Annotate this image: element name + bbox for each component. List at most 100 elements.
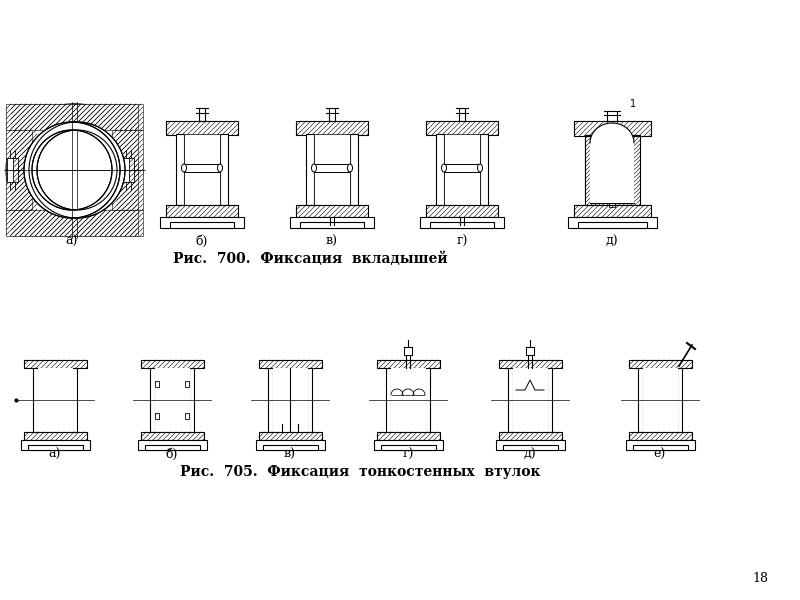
Text: 1: 1 — [630, 99, 636, 109]
Polygon shape — [259, 360, 322, 368]
Text: в): в) — [284, 448, 296, 461]
Bar — [513, 368, 548, 432]
Text: 18: 18 — [752, 572, 768, 585]
Bar — [404, 347, 412, 355]
Bar — [185, 381, 189, 387]
Text: е): е) — [654, 448, 666, 461]
Bar — [263, 445, 318, 450]
Bar — [508, 368, 513, 432]
Circle shape — [11, 104, 143, 236]
Polygon shape — [141, 360, 204, 368]
Text: б): б) — [166, 448, 178, 461]
Bar — [377, 360, 440, 368]
Text: в): в) — [326, 235, 338, 248]
Polygon shape — [11, 104, 143, 130]
Bar — [307, 368, 312, 432]
Polygon shape — [574, 205, 651, 217]
Bar — [24, 360, 87, 368]
Bar — [499, 432, 562, 440]
Bar — [633, 445, 688, 450]
Bar — [578, 222, 647, 228]
Bar — [499, 360, 562, 368]
Text: г): г) — [402, 448, 414, 461]
Polygon shape — [112, 130, 138, 210]
Polygon shape — [377, 360, 440, 368]
Bar — [28, 445, 83, 450]
Bar — [145, 445, 200, 450]
Bar — [170, 222, 234, 228]
Polygon shape — [6, 130, 32, 210]
Bar — [296, 205, 368, 217]
Polygon shape — [499, 360, 562, 368]
Bar — [185, 413, 189, 419]
Polygon shape — [141, 432, 204, 440]
Bar — [436, 134, 444, 205]
Polygon shape — [11, 130, 37, 210]
Bar — [496, 440, 565, 450]
Ellipse shape — [182, 164, 186, 172]
Bar — [526, 347, 534, 355]
Bar — [480, 134, 488, 205]
Bar — [585, 135, 640, 205]
Circle shape — [6, 104, 138, 236]
Bar — [273, 368, 308, 432]
Bar — [259, 432, 322, 440]
Ellipse shape — [478, 164, 482, 172]
Bar — [547, 368, 552, 432]
Bar — [503, 445, 558, 450]
Bar — [374, 440, 443, 450]
Bar — [386, 368, 391, 432]
Polygon shape — [6, 210, 138, 236]
Bar — [123, 158, 129, 182]
Bar — [72, 368, 77, 432]
Ellipse shape — [218, 164, 222, 172]
Bar — [141, 432, 204, 440]
Bar — [609, 203, 615, 207]
Bar — [381, 445, 436, 450]
Bar — [220, 134, 228, 205]
Polygon shape — [574, 121, 651, 136]
Bar — [155, 381, 159, 387]
Bar — [677, 368, 682, 432]
Polygon shape — [499, 432, 562, 440]
Polygon shape — [24, 432, 87, 440]
Polygon shape — [426, 205, 498, 217]
Polygon shape — [259, 432, 322, 440]
Bar — [426, 205, 498, 217]
Bar — [155, 413, 159, 419]
Bar — [290, 217, 374, 228]
Bar — [256, 440, 325, 450]
Polygon shape — [585, 135, 640, 205]
Polygon shape — [296, 121, 368, 135]
Bar — [166, 121, 238, 135]
Polygon shape — [629, 360, 692, 368]
Bar — [444, 164, 480, 172]
Bar — [259, 360, 322, 368]
Polygon shape — [166, 121, 238, 135]
Polygon shape — [11, 210, 143, 236]
Bar — [141, 360, 204, 368]
Bar — [426, 121, 498, 135]
Bar — [629, 432, 692, 440]
Bar — [458, 217, 466, 221]
Polygon shape — [166, 205, 238, 217]
Bar — [314, 134, 350, 205]
Bar — [166, 205, 238, 217]
Bar — [138, 440, 207, 450]
Bar — [176, 134, 184, 205]
Text: Рис.  705.  Фиксация  тонкостенных  втулок: Рис. 705. Фиксация тонкостенных втулок — [180, 465, 540, 479]
Bar — [7, 158, 13, 182]
Text: а): а) — [66, 235, 78, 248]
Bar — [328, 217, 336, 221]
Text: д): д) — [524, 448, 536, 461]
Polygon shape — [629, 432, 692, 440]
Bar — [391, 368, 426, 432]
Bar — [155, 368, 190, 432]
Bar — [24, 432, 87, 440]
Bar — [128, 158, 134, 182]
Polygon shape — [6, 104, 138, 130]
Bar — [160, 217, 244, 228]
Polygon shape — [377, 432, 440, 440]
Text: г): г) — [456, 235, 468, 248]
Bar — [444, 134, 480, 205]
